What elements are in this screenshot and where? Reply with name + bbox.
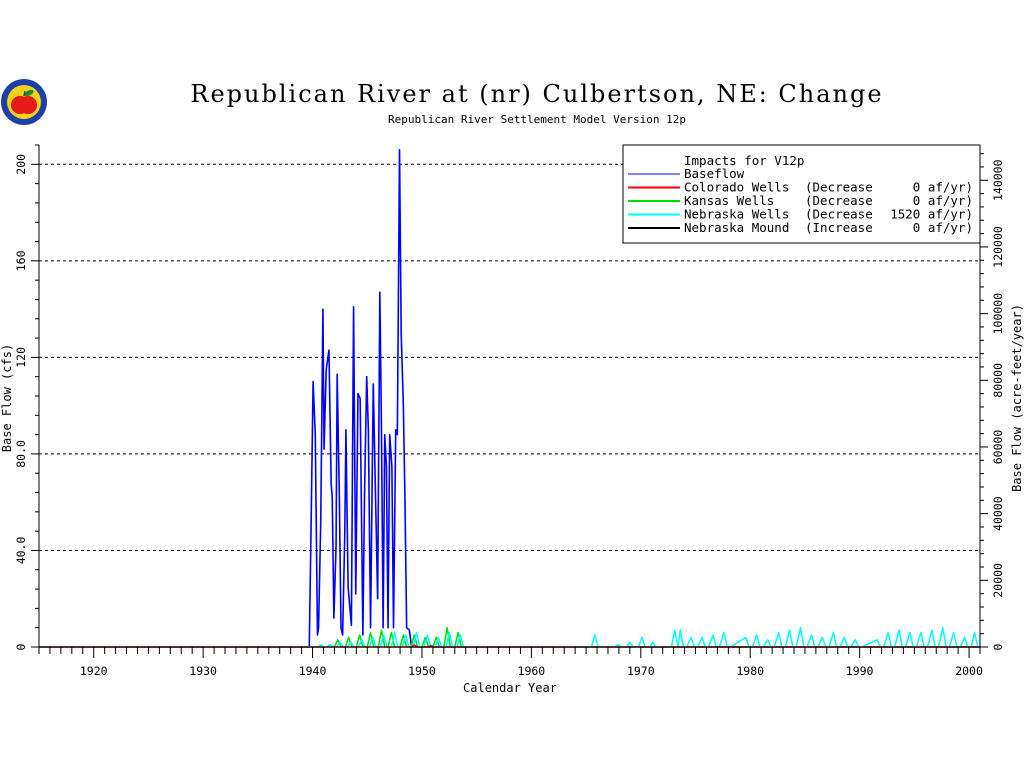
y-axis-label: Base Flow (cfs) <box>0 344 14 452</box>
y-tick-label: 0 <box>14 643 28 650</box>
legend-entry-name: Baseflow <box>684 166 745 181</box>
legend-box <box>622 144 981 244</box>
legend-entry-detail: (Decrease <box>805 180 873 195</box>
legend-entry-detail: (Increase <box>805 220 873 235</box>
x-tick-label: 2000 <box>955 664 983 678</box>
x-tick-label: 1960 <box>518 664 546 678</box>
legend-entry-name: Nebraska Mound <box>684 220 789 235</box>
y-axis-right-label: Base Flow (acre-feet/year) <box>1010 304 1024 492</box>
legend-entry-detail: (Decrease <box>805 207 873 222</box>
x-tick-label: 1940 <box>299 664 327 678</box>
y-right-tick-label: 20000 <box>991 563 1005 598</box>
y-tick-label: 160 <box>14 250 28 271</box>
chart-subtitle: Republican River Settlement Model Versio… <box>388 113 686 126</box>
legend-entry-value: 1520 af/yr) <box>890 207 973 222</box>
series-line-nebraska-wells <box>39 626 980 648</box>
logo-stem <box>23 90 26 97</box>
legend-entry-value: 0 af/yr) <box>913 193 973 208</box>
logo-leaf <box>24 89 34 97</box>
series-line-kansas-wells <box>39 626 980 648</box>
y-tick-label: 80.0 <box>14 440 28 468</box>
x-tick-label: 1970 <box>627 664 655 678</box>
legend-entry-value: 0 af/yr) <box>913 180 973 195</box>
series-line-baseflow <box>39 149 980 648</box>
legend-entry-name: Nebraska Wells <box>684 207 789 222</box>
legend-entry-name: Kansas Wells <box>684 193 774 208</box>
x-tick-label: 1950 <box>408 664 436 678</box>
y-right-tick-label: 120000 <box>991 226 1005 268</box>
x-axis-label: Calendar Year <box>463 681 557 695</box>
apple-seal-icon <box>1 79 47 125</box>
y-tick-label: 120 <box>14 347 28 368</box>
legend-entry-detail: (Decrease <box>805 193 873 208</box>
legend-entry-name: Colorado Wells <box>684 180 789 195</box>
y-right-tick-label: 80000 <box>991 363 1005 398</box>
y-right-tick-label: 140000 <box>991 159 1005 201</box>
x-tick-label: 1930 <box>189 664 217 678</box>
x-tick-label: 1920 <box>80 664 108 678</box>
legend-entry-value: 0 af/yr) <box>913 220 973 235</box>
grid-lines <box>39 163 980 551</box>
x-tick-label: 1990 <box>846 664 874 678</box>
legend-title: Impacts for V12p <box>684 153 804 168</box>
axes: 1920 1930 1940 1950 1960 1970 1980 1990 2000040.… <box>14 144 1005 678</box>
y-tick-label: 200 <box>14 154 28 175</box>
x-tick-label: 1980 <box>736 664 764 678</box>
y-tick-label: 40.0 <box>14 537 28 565</box>
y-right-tick-label: 0 <box>991 643 1005 650</box>
logo-apple-right <box>19 96 37 114</box>
y-right-tick-label: 100000 <box>991 293 1005 335</box>
y-right-tick-label: 40000 <box>991 496 1005 531</box>
chart-title: Republican River at (nr) Culbertson, NE:… <box>190 80 883 108</box>
y-right-tick-label: 60000 <box>991 430 1005 465</box>
